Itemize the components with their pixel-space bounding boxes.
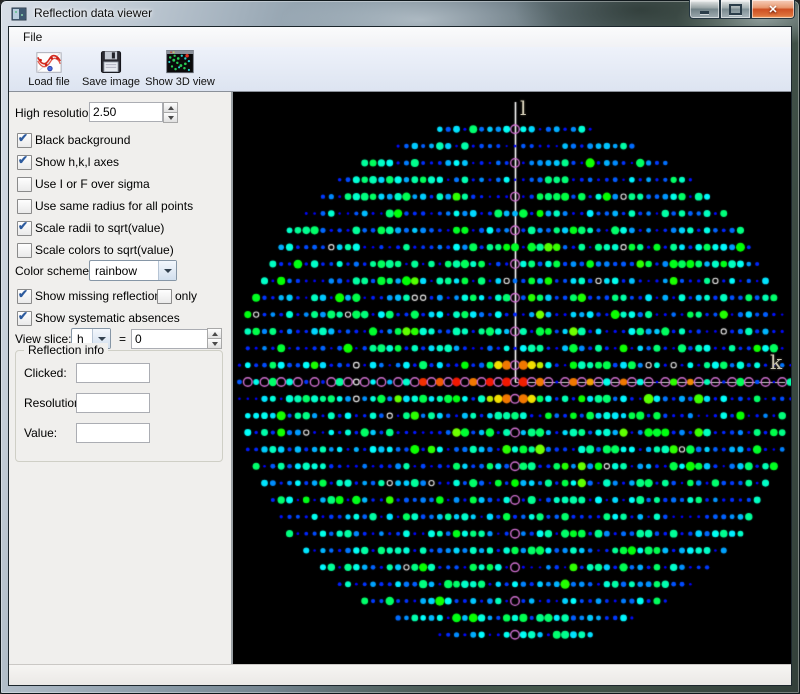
view-slice-spinner bbox=[207, 328, 222, 349]
chevron-down-icon bbox=[167, 115, 174, 120]
check-icon: ✔ bbox=[18, 287, 29, 301]
chevron-down-icon bbox=[211, 341, 218, 346]
checkbox-label: Scale colors to sqrt(value) bbox=[35, 243, 174, 257]
spin-up-button[interactable] bbox=[207, 328, 222, 338]
high-resolution-label: High resolution: bbox=[15, 106, 99, 120]
checkbox-label: Black background bbox=[35, 133, 131, 147]
chevron-down-icon bbox=[97, 336, 106, 341]
close-button[interactable]: ✕ bbox=[751, 0, 795, 19]
menu-bar: File bbox=[9, 27, 791, 48]
chevron-up-icon bbox=[211, 331, 218, 336]
checkbox-label: Use I or F over sigma bbox=[35, 177, 150, 191]
check-icon: ✔ bbox=[18, 309, 29, 323]
minimize-button[interactable] bbox=[689, 0, 720, 19]
check-icon: ✔ bbox=[18, 219, 29, 233]
show-3d-view-icon bbox=[164, 48, 196, 76]
checkbox-box[interactable]: ✔ bbox=[17, 287, 32, 304]
menu-file[interactable]: File bbox=[23, 30, 43, 44]
main-area: High resolution: ✔ Black background ✔ Sh… bbox=[9, 91, 791, 667]
reflection-info-group: Reflection info Clicked: Resolution: Val… bbox=[15, 343, 223, 462]
resolution-label: Resolution: bbox=[24, 396, 85, 410]
checkbox-label: Use same radius for all points bbox=[35, 199, 194, 213]
minimize-icon bbox=[700, 11, 709, 14]
checkbox-label: Show missing reflections bbox=[35, 289, 168, 303]
close-icon: ✕ bbox=[768, 3, 778, 16]
save-image-icon bbox=[95, 48, 127, 76]
value-field[interactable] bbox=[76, 423, 150, 443]
reflection-plot-canvas[interactable] bbox=[233, 92, 791, 667]
title-bar[interactable]: Reflection data viewer ✕ bbox=[0, 0, 800, 26]
app-icon bbox=[11, 7, 27, 21]
check-icon: ✔ bbox=[18, 153, 29, 167]
load-file-button[interactable]: Load file bbox=[21, 48, 77, 90]
save-image-label: Save image bbox=[81, 76, 141, 88]
checkbox-label: Scale radii to sqrt(value) bbox=[35, 221, 165, 235]
checkbox-box[interactable]: ✔ bbox=[17, 131, 32, 148]
checkbox-box[interactable]: ✔ bbox=[17, 153, 32, 170]
show-3d-view-button[interactable]: Show 3D view bbox=[145, 48, 215, 90]
client-area: File Load file bbox=[8, 26, 792, 686]
window-controls: ✕ bbox=[689, 0, 795, 19]
spin-down-button[interactable] bbox=[163, 112, 178, 123]
view-slice-label: View slice: bbox=[15, 332, 72, 346]
reflection-plot[interactable]: l k bbox=[233, 92, 791, 667]
checkbox-label: only bbox=[175, 289, 198, 303]
control-panel: High resolution: ✔ Black background ✔ Sh… bbox=[9, 92, 233, 667]
checkbox-label: Show h,k,l axes bbox=[35, 155, 120, 169]
view-slice-input[interactable] bbox=[131, 329, 209, 349]
view-slice-equals: = bbox=[119, 332, 127, 346]
chevron-down-icon bbox=[163, 268, 172, 273]
load-file-label: Load file bbox=[28, 76, 70, 88]
checkbox-box[interactable] bbox=[17, 199, 32, 214]
maximize-button[interactable] bbox=[720, 0, 751, 19]
k-axis-label: k bbox=[770, 350, 783, 374]
color-scheme-value: rainbow bbox=[95, 264, 138, 278]
checkbox-box[interactable] bbox=[17, 243, 32, 258]
window-title: Reflection data viewer bbox=[34, 6, 153, 20]
value-label: Value: bbox=[24, 426, 58, 440]
combo-button[interactable] bbox=[158, 261, 176, 280]
checkbox-box[interactable] bbox=[17, 177, 32, 192]
spin-up-button[interactable] bbox=[163, 102, 178, 112]
checkbox-box[interactable]: ✔ bbox=[17, 309, 32, 326]
chevron-up-icon bbox=[167, 105, 174, 110]
check-icon: ✔ bbox=[18, 131, 29, 145]
resolution-field[interactable] bbox=[76, 393, 150, 413]
clicked-field[interactable] bbox=[76, 363, 150, 383]
clicked-label: Clicked: bbox=[24, 366, 67, 380]
spin-down-button[interactable] bbox=[207, 338, 222, 349]
save-image-button[interactable]: Save image bbox=[81, 48, 141, 90]
status-bar bbox=[9, 664, 791, 685]
maximize-icon bbox=[729, 3, 742, 15]
high-resolution-spinner bbox=[163, 102, 178, 123]
high-resolution-input[interactable] bbox=[89, 102, 163, 122]
view-slice-axis-value: h bbox=[77, 332, 84, 346]
color-scheme-label: Color scheme: bbox=[15, 264, 93, 278]
show-3d-view-label: Show 3D view bbox=[145, 76, 215, 88]
color-scheme-select[interactable]: rainbow bbox=[89, 260, 177, 281]
toolbar: Load file Save image bbox=[9, 47, 791, 92]
checkbox-label: Show systematic absences bbox=[35, 311, 180, 325]
checkbox-box[interactable] bbox=[157, 289, 172, 304]
l-axis-label: l bbox=[520, 96, 527, 120]
reflection-info-title: Reflection info bbox=[24, 343, 109, 357]
load-file-icon bbox=[33, 48, 65, 76]
checkbox-box[interactable]: ✔ bbox=[17, 219, 32, 236]
